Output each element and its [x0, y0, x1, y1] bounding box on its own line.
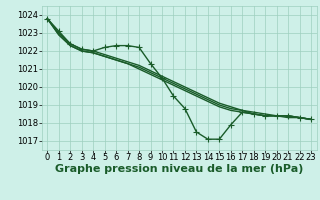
X-axis label: Graphe pression niveau de la mer (hPa): Graphe pression niveau de la mer (hPa): [55, 164, 303, 174]
